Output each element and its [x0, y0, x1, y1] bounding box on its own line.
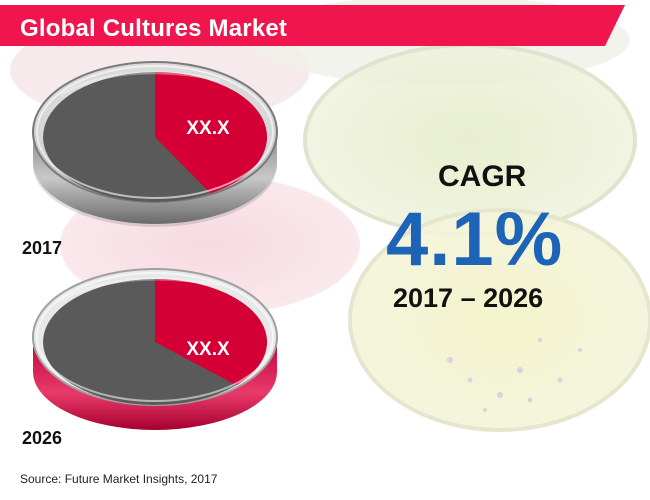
pie-data-label: XX.X [186, 118, 230, 139]
title-banner [0, 5, 625, 46]
title-banner-shape [0, 5, 625, 46]
page-title: Global Cultures Market [20, 15, 288, 42]
cagr-label: CAGR [438, 160, 527, 193]
dish-2017 [32, 61, 278, 227]
year-label-2026: 2026 [22, 428, 63, 448]
year-label-2017: 2017 [22, 238, 63, 258]
cagr-period: 2017 – 2026 [393, 283, 544, 313]
dish-2026 [32, 268, 278, 430]
source-note: Source: Future Market Insights, 2017 [20, 472, 218, 486]
pie-data-label: XX.X [186, 339, 230, 360]
cagr-value: 4.1% [386, 197, 564, 282]
